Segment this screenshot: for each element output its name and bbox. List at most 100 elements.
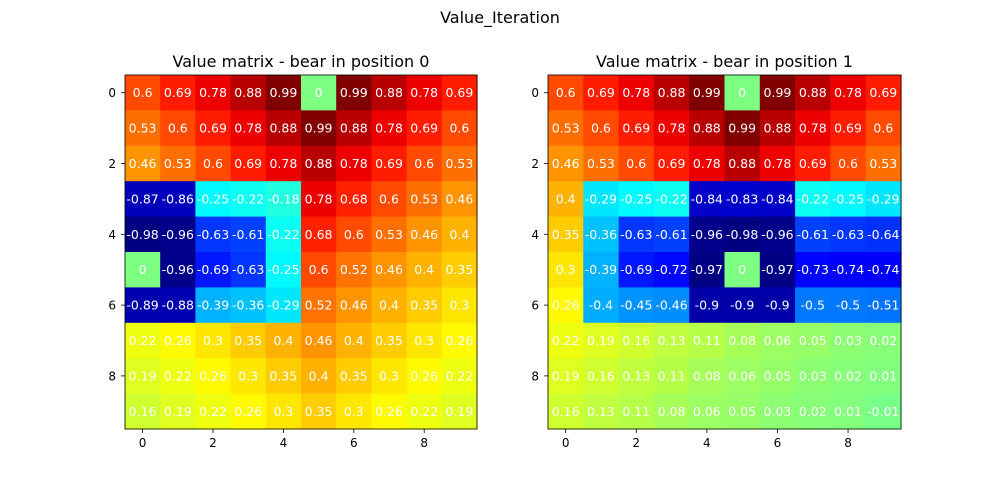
heatmap-cell — [724, 252, 761, 288]
cell-value-label: 0.08 — [728, 333, 756, 348]
heatmap-cell — [795, 110, 831, 147]
heatmap-cell — [795, 287, 831, 324]
heatmap-cell — [865, 181, 902, 218]
cell-value-label: 0.69 — [587, 85, 615, 100]
heatmap-cell — [160, 322, 196, 359]
heatmap-cell — [371, 75, 408, 111]
heatmap-cell — [230, 75, 267, 111]
cell-value-label: 0.69 — [834, 121, 862, 136]
heatmap-cell — [548, 252, 584, 288]
heatmap-cell — [653, 322, 690, 359]
cell-value-label: 0.16 — [129, 404, 157, 419]
cell-value-label: -0.96 — [162, 262, 194, 277]
axes-frame — [547, 74, 902, 430]
cell-value-label: 0.6 — [379, 191, 399, 206]
heatmap-cell — [759, 393, 796, 430]
cell-value-label: 0.4 — [309, 368, 329, 383]
cell-value-label: 0.3 — [203, 333, 223, 348]
heatmap-cell — [160, 358, 196, 395]
heatmap-cell — [371, 216, 408, 253]
cell-value-label: -0.25 — [832, 191, 864, 206]
heatmap-cell — [583, 322, 620, 359]
heatmap-cell — [724, 110, 761, 147]
cell-value-label: -0.74 — [867, 262, 899, 277]
cell-value-label: 0.4 — [556, 191, 576, 206]
cell-value-label: 0.05 — [799, 333, 827, 348]
heatmap-cell — [406, 75, 443, 111]
y-tick-label: 8 — [531, 369, 539, 383]
heatmap-cell — [583, 216, 620, 253]
cell-value-label: 0.53 — [587, 156, 615, 171]
heatmap-cell — [160, 393, 196, 430]
y-tick-label: 4 — [531, 228, 539, 242]
cell-value-label: 0.6 — [449, 121, 469, 136]
heatmap-cell — [653, 358, 690, 395]
cell-value-label: 0.35 — [445, 262, 473, 277]
x-tick-label: 0 — [139, 436, 147, 450]
heatmap-cell — [301, 145, 337, 182]
cell-value-label: -0.69 — [197, 262, 229, 277]
cell-value-label: -0.86 — [162, 191, 194, 206]
x-tick-label: 8 — [420, 436, 428, 450]
cell-value-label: -0.29 — [267, 298, 299, 313]
cell-value-label: 0.78 — [234, 121, 262, 136]
heatmap-cell — [548, 322, 584, 359]
cell-value-label: -0.5 — [801, 298, 825, 313]
heatmap-cells — [125, 75, 478, 430]
cell-value-label: 0.6 — [133, 85, 153, 100]
cell-value-label: 0.35 — [340, 368, 368, 383]
cell-value-label: 0.4 — [449, 227, 469, 242]
heatmap-cell — [759, 287, 796, 324]
cell-value-label: 0.46 — [340, 298, 368, 313]
cell-value-label: -0.61 — [797, 227, 829, 242]
heatmap-cell — [583, 393, 620, 430]
y-tick-label: 8 — [108, 369, 116, 383]
cell-value-label: -0.63 — [197, 227, 229, 242]
heatmap-cell — [689, 322, 726, 359]
cell-value-label: 0.78 — [410, 85, 438, 100]
heatmap-cell — [230, 287, 267, 324]
heatmap-cell — [795, 181, 831, 218]
heatmap-cell — [371, 322, 408, 359]
heatmap-cell — [830, 358, 867, 395]
cell-value-label: 0.13 — [658, 333, 686, 348]
heatmap-cell — [759, 110, 796, 147]
heatmap-cell — [653, 287, 690, 324]
y-tick-label: 4 — [108, 228, 116, 242]
cell-value-label: 0.4 — [273, 333, 293, 348]
cell-value-label: 0.53 — [552, 121, 580, 136]
cell-value-label: 0.88 — [375, 85, 403, 100]
heatmap-cell — [371, 393, 408, 430]
heatmap-cell — [160, 145, 196, 182]
heatmap-cell — [406, 287, 443, 324]
heatmap-cell — [406, 181, 443, 218]
cell-value-label: 0.69 — [234, 156, 262, 171]
heatmap-cell — [265, 145, 302, 182]
heatmap-cell — [653, 145, 690, 182]
cell-value-label: 0.6 — [344, 227, 364, 242]
cell-value-label: 0.06 — [728, 368, 756, 383]
cell-value-label: 0.19 — [129, 368, 157, 383]
cell-value-label: -0.72 — [655, 262, 687, 277]
cell-value-label: 0.16 — [622, 333, 650, 348]
cell-value-label: -0.36 — [232, 298, 264, 313]
heatmap-cell — [371, 252, 408, 288]
cell-value-label: 0.88 — [234, 85, 262, 100]
cell-value-label: 0.46 — [129, 156, 157, 171]
heatmap-cell — [265, 287, 302, 324]
heatmap-cell — [618, 393, 655, 430]
cell-value-label: 0.11 — [622, 404, 650, 419]
cell-value-label: -0.22 — [267, 227, 299, 242]
cell-value-label: 0.88 — [658, 85, 686, 100]
cell-value-label: 0.88 — [269, 121, 297, 136]
cell-value-label: 0.69 — [799, 156, 827, 171]
cell-value-label: 0.99 — [728, 121, 756, 136]
heatmap-cell — [724, 181, 761, 218]
heatmap-cell — [441, 358, 478, 395]
cell-value-label: 0.69 — [658, 156, 686, 171]
cell-value-label: 0.78 — [340, 156, 368, 171]
heatmap-cell — [795, 322, 831, 359]
heatmap-cell — [441, 252, 478, 288]
y-axis: 0 2 4 6 8 — [531, 86, 548, 383]
heatmap-cell — [265, 181, 302, 218]
